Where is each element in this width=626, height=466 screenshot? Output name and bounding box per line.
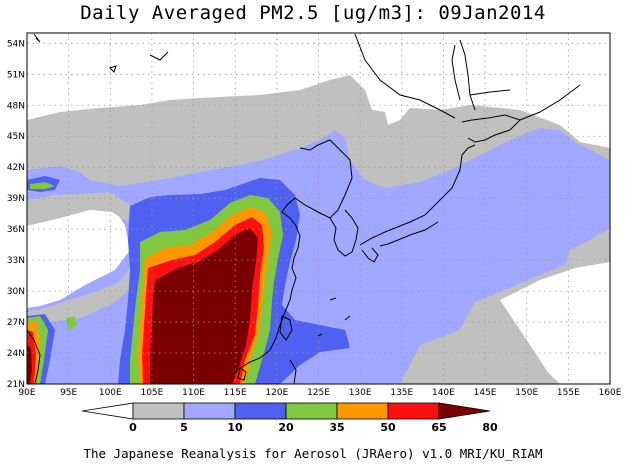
lake-baikal [109,65,117,73]
coast-hokkaido [461,114,521,143]
latitude-tick-labels: 54N 51N 48N 45N 42N 39N 36N 33N 30N 27N 24N 21N [7,39,25,390]
legend-swatch [183,402,236,420]
lat-tick-label: 48N [7,101,25,111]
legend-swatch [336,402,389,420]
map-title: Daily Averaged PM2.5 [ug/m3]: 09Jan2014 [80,2,546,24]
legend-tick-label: 10 [227,421,243,434]
field-0-5-southwest [27,205,130,308]
coast-korea [329,209,359,257]
lat-tick-label: 36N [7,225,25,235]
lon-tick-label: 160E [599,388,622,398]
lon-tick-label: 90E [18,388,35,398]
coast-east-asia-mainland [33,33,353,375]
legend-swatch [234,402,287,420]
legend-swatch [285,402,338,420]
legend-swatch-max [438,402,491,420]
legend-swatch-min [81,402,134,420]
concentration-fields [27,33,610,384]
longitude-tick-labels: 90E 95E 100E 105E 110E 115E 120E 125E 130E 135E 14… [18,388,621,398]
lon-tick-label: 100E [99,388,122,398]
lat-tick-label: 33N [7,256,25,266]
lat-tick-label: 39N [7,194,25,204]
coast-hainan [237,367,247,381]
legend-tick-label: 5 [180,421,188,434]
lon-tick-label: 140E [432,388,455,398]
lat-tick-label: 24N [7,349,25,359]
legend-tick-label: 20 [278,421,294,434]
lon-tick-label: 150E [515,388,538,398]
legend-tick-label: 65 [431,421,446,434]
field-5-10-southwest [27,192,140,322]
field-0-5-southeast [500,262,610,384]
legend-tick-label: 80 [482,421,498,434]
lat-tick-label: 42N [7,163,25,173]
field-above-80-sw [27,345,32,384]
coast-ryukyu [317,297,351,337]
legend-tick-label: 50 [380,421,396,434]
lat-tick-label: 51N [7,70,25,80]
lat-tick-label: 27N [7,318,25,328]
legend-tick-label: 35 [329,421,344,434]
lat-lon-grid [27,33,610,384]
lon-tick-label: 110E [182,388,205,398]
lon-tick-label: 105E [140,388,163,398]
coast-kyushu [361,247,379,263]
lat-tick-label: 21N [7,380,25,390]
lon-tick-label: 155E [557,388,580,398]
coastlines [27,33,581,384]
lon-tick-label: 135E [390,388,413,398]
lon-tick-label: 145E [474,388,497,398]
field-5-10-southeast [420,300,555,384]
field-35-50-north [30,182,55,189]
lat-tick-label: 30N [7,287,25,297]
lon-tick-label: 125E [307,388,330,398]
coast-indochina [27,329,41,384]
lon-tick-label: 115E [224,388,247,398]
coast-luzon [289,359,297,384]
lat-tick-label: 45N [7,132,25,142]
legend-tick-label: 0 [129,421,137,434]
field-above-80 [150,228,258,384]
lon-tick-label: 130E [349,388,372,398]
coast-japan-honshu [359,144,476,247]
map-frame [26,32,611,385]
coast-taiwan [279,315,293,341]
coast-russia [354,33,511,119]
coast-kurils [519,84,581,121]
lat-tick-label: 54N [7,39,25,49]
coast-sakhalin [451,39,476,111]
lon-tick-label: 95E [60,388,77,398]
legend-swatch [387,402,440,420]
color-legend: 0 5 10 20 35 50 65 80 [81,402,498,434]
legend-swatch [132,402,185,420]
lon-tick-label: 120E [265,388,288,398]
credit-line: The Japanese Reanalysis for Aerosol (JRA… [83,446,543,461]
